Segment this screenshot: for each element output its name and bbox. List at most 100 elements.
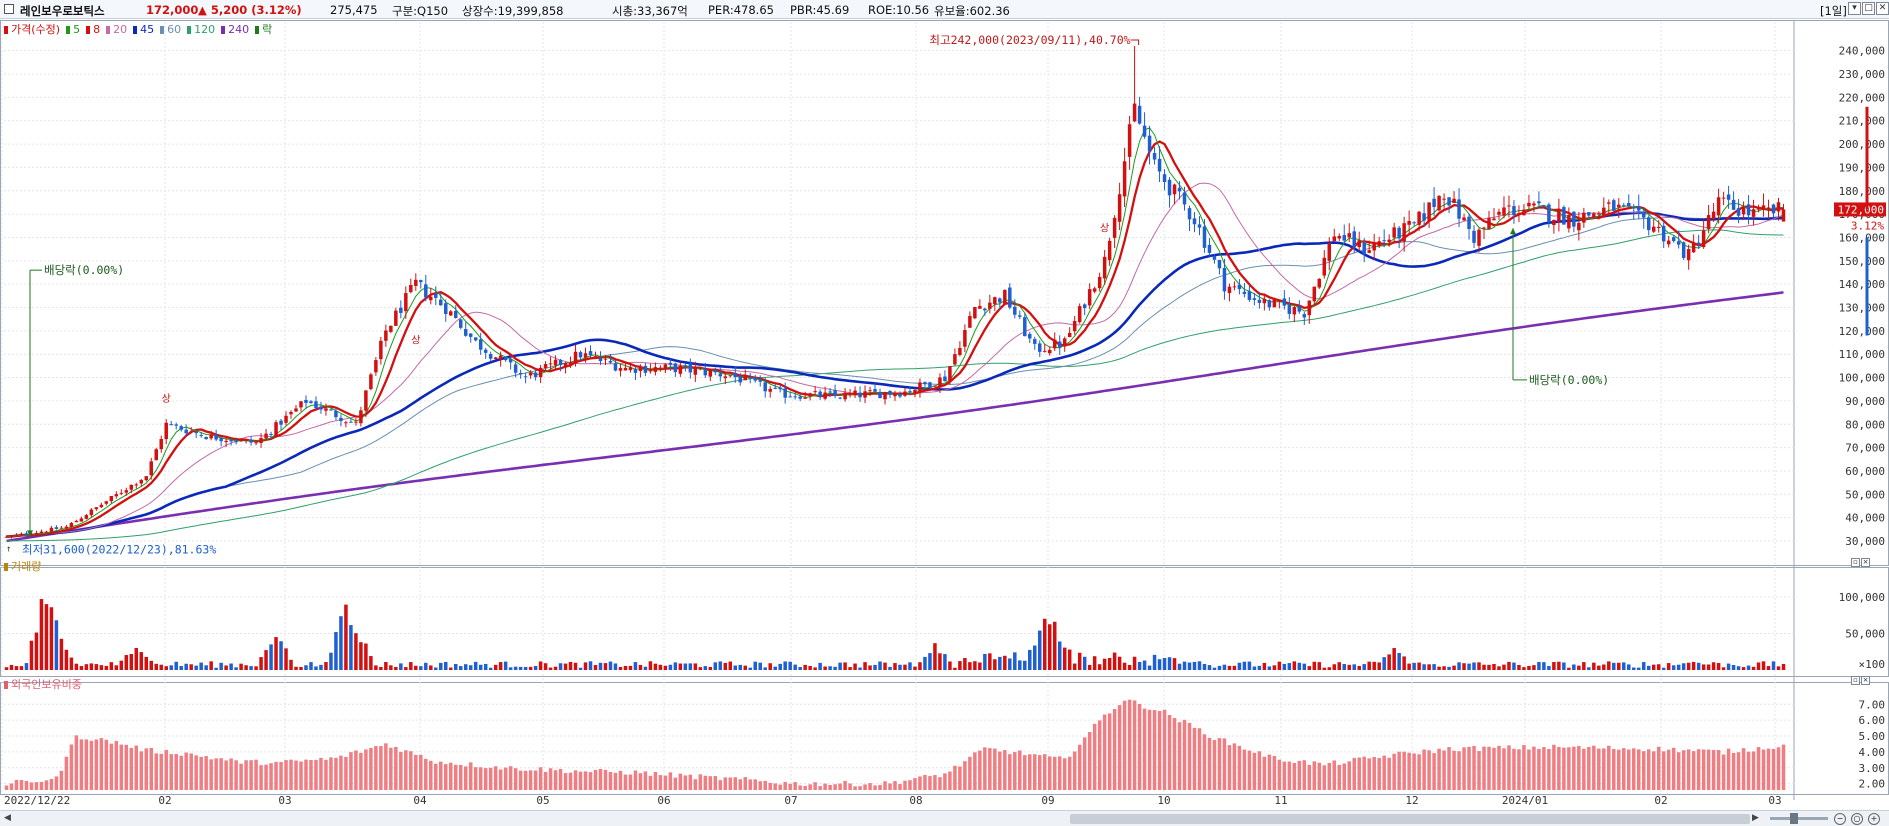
candle-body [1447,197,1451,206]
volume-bar [1122,662,1127,670]
candle-body [813,391,817,393]
volume-bar [374,665,378,670]
volume-bar [294,666,298,670]
candle [1227,283,1232,302]
candle-body [1297,306,1302,312]
candle-body [364,390,368,411]
legend-swatch [187,26,192,34]
candle [224,437,228,448]
candle [703,362,708,378]
candle-body [1472,230,1476,243]
volume-bar [414,665,418,670]
candle [953,348,957,366]
foreign-ownership-bar [693,779,698,790]
volume-bar [139,652,144,670]
foreign-ownership-bar [728,777,733,790]
foreign-ownership-bar [54,776,59,790]
legend-item-2[interactable]: 8 [86,23,103,36]
foreign-ownership-bar [993,748,997,790]
chart-canvas[interactable]: 240,000230,000220,000210,000200,000190,0… [0,20,1889,810]
volume-bar [1187,662,1192,670]
legend-item-8[interactable]: 락 [255,23,275,36]
candle-body [144,476,149,481]
candle [374,357,378,376]
candle-body [1681,242,1686,258]
candle [179,424,183,432]
candle-body [4,536,9,538]
volume-bar [698,667,703,670]
period-selector[interactable]: [1일] [1820,4,1847,18]
candle [99,502,104,509]
scroll-right-icon[interactable]: ▶ [1752,813,1759,823]
zoom-in-icon[interactable]: + [1868,813,1880,825]
zoom-slider-track[interactable] [1770,817,1828,820]
foreign-ownership-bar [1412,753,1416,790]
volume-bar [673,662,678,670]
foreign-ownership-bar [1666,749,1671,790]
candle [1172,183,1177,205]
time-tick-label: 10 [1157,794,1170,807]
candle-body [269,433,273,435]
close-button[interactable]: ✕ [1876,2,1889,15]
volume-panel-legend[interactable]: 거래량 [4,558,44,574]
foreign-panel-close[interactable]: × [1861,676,1870,685]
maximize-button[interactable]: □ [1862,2,1875,15]
legend-item-6[interactable]: 120 [187,23,218,36]
legend-item-5[interactable]: 60 [160,23,184,36]
volume-bar [279,641,283,670]
volume-bar [429,665,433,670]
ma-60-line [6,215,1784,538]
legend-item-3[interactable]: 20 [106,23,130,36]
foreign-ownership-bar [1117,705,1122,790]
candle-body [289,412,293,415]
volume-bar [1217,665,1222,670]
foreign-ownership-bar [733,777,738,790]
candle-body [1252,298,1257,300]
legend-item-0[interactable]: 가격(수정) [4,23,63,36]
volume-panel-close[interactable]: × [1861,558,1870,567]
volume-bar [144,656,149,670]
foreign-ownership-bar [1607,745,1611,790]
scroll-left-icon[interactable]: ◀ [4,813,11,823]
legend-item-7[interactable]: 240 [221,23,252,36]
volume-bar [1447,666,1451,670]
price-panel-legend[interactable]: 가격(수정) 5 8 20 45 60 120 240 락 [4,21,278,37]
candle-body [249,439,253,443]
foreign-ownership-bar [1617,749,1621,790]
horizontal-scrollbar[interactable]: ◀ ▶ − ○ + [0,810,1889,826]
volume-bar [1691,661,1696,670]
foreign-ownership-bar [918,776,922,790]
legend-item-1[interactable]: 5 [66,23,83,36]
volume-panel-minimize[interactable]: ▫ [1851,558,1860,567]
zoom-out-icon[interactable]: − [1834,813,1846,825]
foreign-ownership-bar [1347,761,1351,790]
zoom-reset-icon[interactable]: ○ [1851,813,1863,825]
legend-swatch [255,26,260,34]
foreign-ownership-bar [1392,753,1396,790]
legend-item-4[interactable]: 45 [133,23,157,36]
zoom-slider-knob[interactable] [1790,813,1798,824]
candle-body [1137,105,1142,124]
candle-body [154,449,158,461]
candle [918,378,922,398]
candle-body [1132,103,1137,122]
stock-name[interactable]: 레인보우로보틱스 [20,4,105,18]
candle-body [983,308,987,311]
scroll-thumb[interactable] [1070,814,1750,824]
minimize-button[interactable]: ▾ [1848,2,1861,15]
select-checkbox[interactable] [4,4,14,14]
candle [9,535,14,539]
candle [1082,303,1087,316]
volume-bar [618,667,623,670]
foreign-ownership-bar [828,784,832,790]
foreign-panel-minimize[interactable]: ▫ [1851,676,1860,685]
candle [1337,233,1341,242]
candle [1332,228,1337,242]
foreign-ownership-bar [1661,751,1666,790]
foreign-panel-legend[interactable]: 외국인보유비중 [4,676,85,692]
foreign-ownership-bar [623,774,628,790]
candle [1462,213,1466,221]
foreign-tick-label: 2.00 [1859,778,1886,791]
candle [1312,286,1317,307]
volume-bar [483,663,488,670]
